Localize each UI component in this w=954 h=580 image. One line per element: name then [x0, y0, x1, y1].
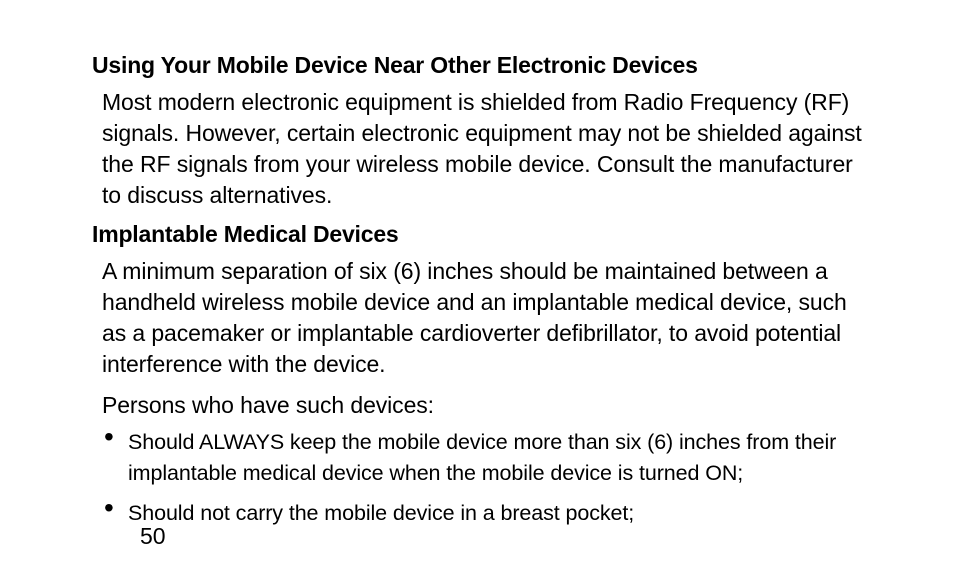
- section-2-paragraph-1: A minimum separation of six (6) inches s…: [102, 256, 874, 380]
- list-item: Should not carry the mobile device in a …: [102, 498, 874, 529]
- page-number: 50: [140, 523, 166, 550]
- list-item: Should ALWAYS keep the mobile device mor…: [102, 427, 874, 488]
- bullet-list: Should ALWAYS keep the mobile device mor…: [102, 427, 874, 529]
- section-heading-1: Using Your Mobile Device Near Other Elec…: [92, 52, 874, 79]
- document-page: Using Your Mobile Device Near Other Elec…: [0, 0, 954, 580]
- section-1-paragraph-1: Most modern electronic equipment is shie…: [102, 87, 874, 211]
- section-2-paragraph-2: Persons who have such devices:: [102, 390, 874, 421]
- section-heading-2: Implantable Medical Devices: [92, 221, 874, 248]
